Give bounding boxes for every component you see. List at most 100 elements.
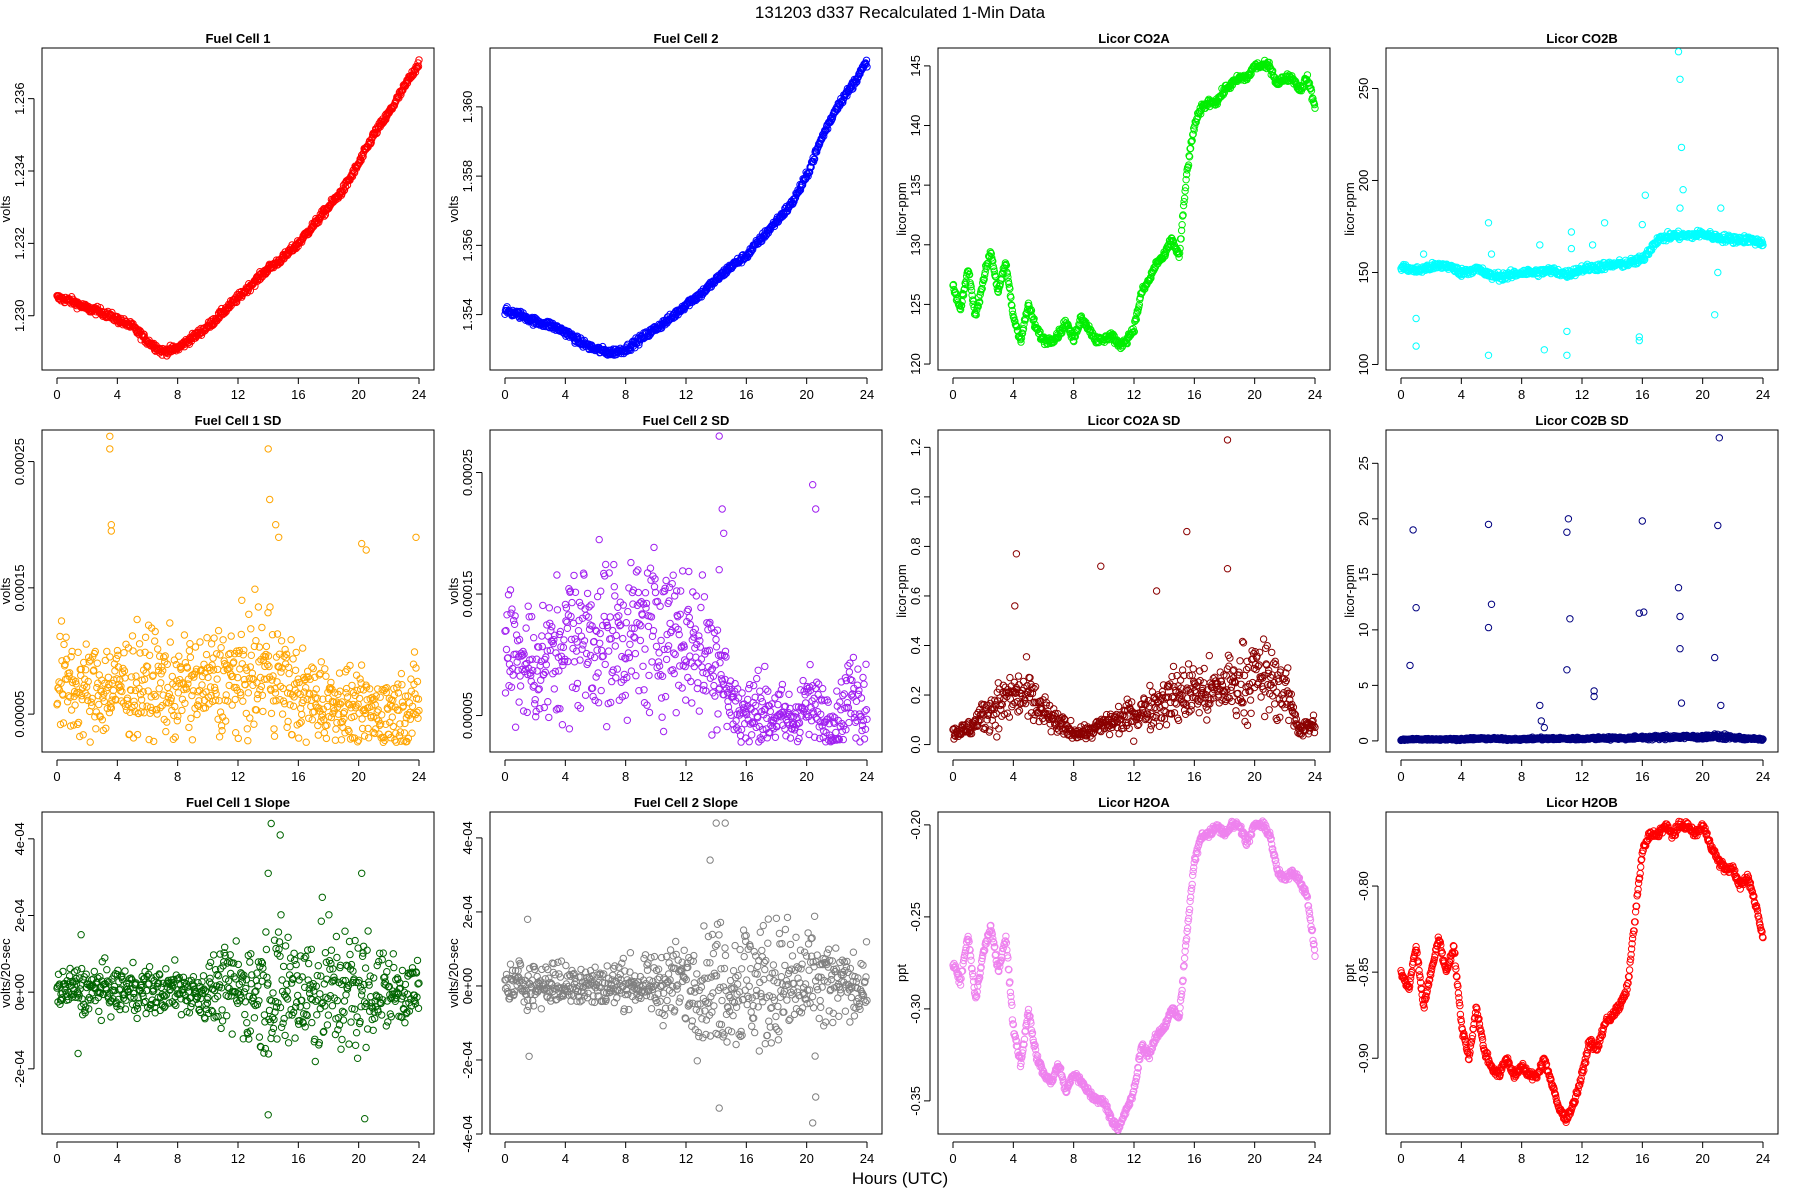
outlier-point	[266, 495, 274, 504]
outlier-point	[412, 533, 420, 541]
outlier-point	[1714, 268, 1722, 277]
data-point	[968, 296, 977, 304]
data-point	[408, 702, 417, 710]
data-point	[709, 672, 718, 680]
data-point	[53, 699, 62, 708]
data-point	[748, 731, 756, 739]
data-point	[513, 658, 521, 666]
data-point	[583, 589, 592, 598]
data-point	[105, 680, 113, 689]
data-point	[539, 601, 547, 610]
data-point	[376, 693, 384, 701]
data-point	[551, 667, 559, 676]
data-point	[170, 656, 179, 664]
data-point	[744, 695, 752, 704]
y-tick-label: 0.8	[908, 537, 923, 555]
data-point	[692, 592, 700, 600]
data-point	[74, 648, 82, 656]
y-tick-label: 1.230	[12, 299, 27, 332]
x-tick-label: 20	[1247, 387, 1261, 402]
data-point	[372, 692, 380, 700]
data-point	[593, 646, 601, 654]
data-point	[777, 686, 786, 694]
data-point	[519, 707, 528, 715]
data-point	[627, 667, 636, 675]
data-point	[699, 668, 707, 677]
data-point	[374, 706, 382, 714]
data-point	[252, 637, 260, 645]
data-point	[705, 620, 713, 628]
data-point	[139, 688, 147, 696]
data-point	[538, 642, 546, 651]
data-point	[120, 667, 129, 675]
data-point	[397, 669, 406, 678]
data-point	[999, 681, 1007, 689]
data-point	[989, 257, 997, 265]
data-point	[387, 734, 395, 742]
x-tick-label: 20	[351, 769, 365, 784]
data-point	[407, 73, 416, 81]
data-point	[738, 689, 746, 697]
data-point	[661, 692, 670, 701]
data-point	[109, 686, 118, 695]
y-axis-label: volts	[0, 195, 13, 222]
data-point	[838, 727, 846, 735]
data-point	[193, 710, 201, 719]
data-point	[144, 687, 152, 695]
data-point	[273, 678, 281, 686]
data-point	[515, 635, 524, 644]
data-point	[605, 647, 613, 655]
data-point	[169, 735, 178, 743]
data-point	[1005, 280, 1013, 288]
data-point	[816, 734, 824, 743]
data-point	[1134, 721, 1142, 730]
data-point	[225, 681, 233, 690]
data-point	[357, 679, 365, 687]
data-point	[862, 660, 870, 668]
data-point	[722, 684, 731, 693]
data-point	[191, 643, 200, 651]
data-point	[1023, 688, 1032, 697]
data-point	[636, 636, 645, 645]
data-point	[99, 694, 107, 702]
data-point	[503, 611, 511, 619]
data-point	[126, 708, 134, 716]
data-point	[153, 710, 161, 718]
data-point	[238, 596, 246, 604]
outlier-point	[1412, 342, 1420, 350]
data-point	[266, 603, 274, 611]
data-point	[150, 690, 158, 699]
data-point	[681, 662, 689, 671]
data-point	[317, 658, 325, 666]
data-point	[93, 683, 101, 692]
y-tick-label: 130	[908, 234, 923, 256]
data-point	[244, 737, 252, 745]
data-point	[580, 571, 588, 579]
data-point	[1179, 211, 1187, 219]
data-point	[589, 692, 597, 701]
data-point	[240, 675, 249, 684]
data-point	[623, 673, 631, 682]
x-tick-label: 24	[412, 769, 426, 784]
data-point	[641, 645, 649, 653]
data-point	[175, 679, 184, 687]
data-point	[343, 693, 352, 701]
data-point	[336, 700, 345, 708]
data-point	[697, 655, 706, 663]
data-point	[394, 689, 403, 697]
data-point	[259, 707, 267, 716]
data-points	[501, 56, 871, 359]
data-point	[565, 725, 574, 733]
data-point	[613, 665, 621, 673]
panel-title: Fuel Cell 1	[205, 31, 270, 46]
data-point	[150, 737, 158, 746]
data-point	[289, 655, 297, 663]
data-point	[136, 649, 144, 657]
data-point	[1177, 226, 1186, 235]
data-point	[398, 698, 407, 706]
data-point	[556, 627, 565, 636]
data-point	[750, 681, 758, 690]
data-point	[206, 666, 214, 674]
data-point	[530, 681, 538, 690]
data-point	[712, 635, 720, 644]
